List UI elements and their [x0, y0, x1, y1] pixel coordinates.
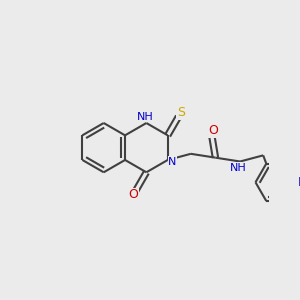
- Text: O: O: [128, 188, 138, 201]
- Text: N: N: [298, 176, 300, 189]
- Text: S: S: [177, 106, 185, 119]
- Text: NH: NH: [136, 112, 153, 122]
- Text: O: O: [208, 124, 218, 137]
- Text: N: N: [168, 157, 176, 166]
- Text: NH: NH: [230, 163, 247, 173]
